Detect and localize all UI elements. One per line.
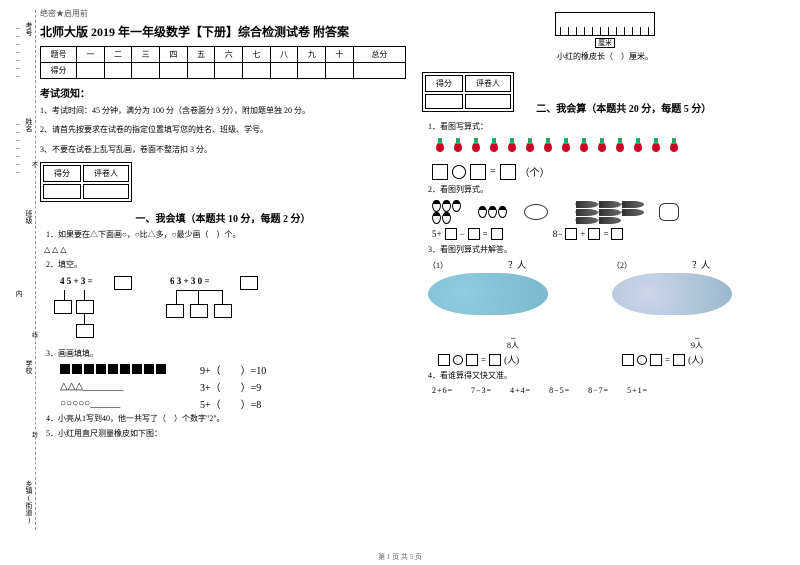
mouse-icon <box>524 204 548 220</box>
notice-1: 1、考试时间：45 分钟，满分为 100 分（含卷面分 3 分），附加题单独 2… <box>40 104 406 118</box>
q2-1: 1．看图写算式： <box>428 121 788 134</box>
radish-row <box>432 138 788 160</box>
score-table: 题号一二三四五六七八九十总分 得分 <box>40 46 406 79</box>
side-line: _______ <box>14 118 22 174</box>
side-line: _______ <box>14 22 22 78</box>
side-label: 内 <box>14 290 24 297</box>
side-label: 学校 <box>24 360 34 374</box>
ruler-icon <box>555 12 655 36</box>
chain-eq: 2+6= 7−3= 4+4= 8−5= 8−7= 5+1= <box>432 385 778 396</box>
dash: 线 <box>32 330 38 339</box>
side-label: 考号 <box>24 22 34 36</box>
dash: 封 <box>32 430 38 439</box>
ruler-text: 小红的橡皮长（ ）厘米。 <box>422 51 788 62</box>
pic-row <box>432 201 788 224</box>
section-2-title: 二、我会算（本题共 20 分，每题 5 分） <box>536 100 711 115</box>
q2-2: 2．看图列算式。 <box>428 184 788 197</box>
side-label: 班级 <box>24 210 34 224</box>
q1-5: 5．小红用直尺测量橡皮如下图： <box>46 428 406 441</box>
side-label: 乡镇(街道) <box>24 480 34 524</box>
q2-4: 4．看谁算得又快又准。 <box>428 370 788 383</box>
notice-2: 2、请首先按要求在试卷的指定位置填写您的姓名、班级、学号。 <box>40 123 406 137</box>
exam-title: 北师大版 2019 年一年级数学【下册】综合检测试卷 附答案 <box>40 23 406 40</box>
q1-4: 4．小亮从1写到40，他一共写了（ ）个数字"2"。 <box>46 413 406 426</box>
right-column: 厘米 小红的橡皮长（ ）厘米。 得分评卷人 二、我会算（本题共 20 分，每题 … <box>422 8 788 561</box>
q1-1-tri: △ △ △ <box>44 244 66 257</box>
q1-1: 1．如果要在△下面画○，○比△多，○最少画（ ）个。 <box>46 229 406 242</box>
page-footer: 第 1 页 共 5 页 <box>0 552 800 562</box>
dash: 不 <box>32 160 38 169</box>
secret-label: 绝密★启用前 <box>40 8 406 19</box>
q1-2: 2．填空。 <box>46 259 406 272</box>
left-column: 绝密★启用前 北师大版 2019 年一年级数学【下册】综合检测试卷 附答案 题号… <box>40 8 406 561</box>
cat-icon <box>659 203 679 221</box>
ruler-unit: 厘米 <box>422 38 788 48</box>
notice-title: 考试须知： <box>40 85 406 100</box>
side-label: 姓名 <box>24 118 34 132</box>
section-1-title: 一、我会填（本题共 10 分，每题 2 分） <box>40 210 406 225</box>
score-mini: 得分评卷人 <box>40 162 132 202</box>
score-mini-2: 得分评卷人 <box>422 72 514 112</box>
eq-boxes-1: = （个） <box>432 164 778 180</box>
calc-diagram: 4 5 + 3 = 6 3 + 3 0 = <box>50 276 406 346</box>
q2-3: 3．看图列算式并解答。 <box>428 244 788 257</box>
notice-3: 3、不要在试卷上乱写乱画，卷面不整洁扣 3 分。 <box>40 143 406 157</box>
q1-3: 3．画画填填。 <box>46 348 406 361</box>
